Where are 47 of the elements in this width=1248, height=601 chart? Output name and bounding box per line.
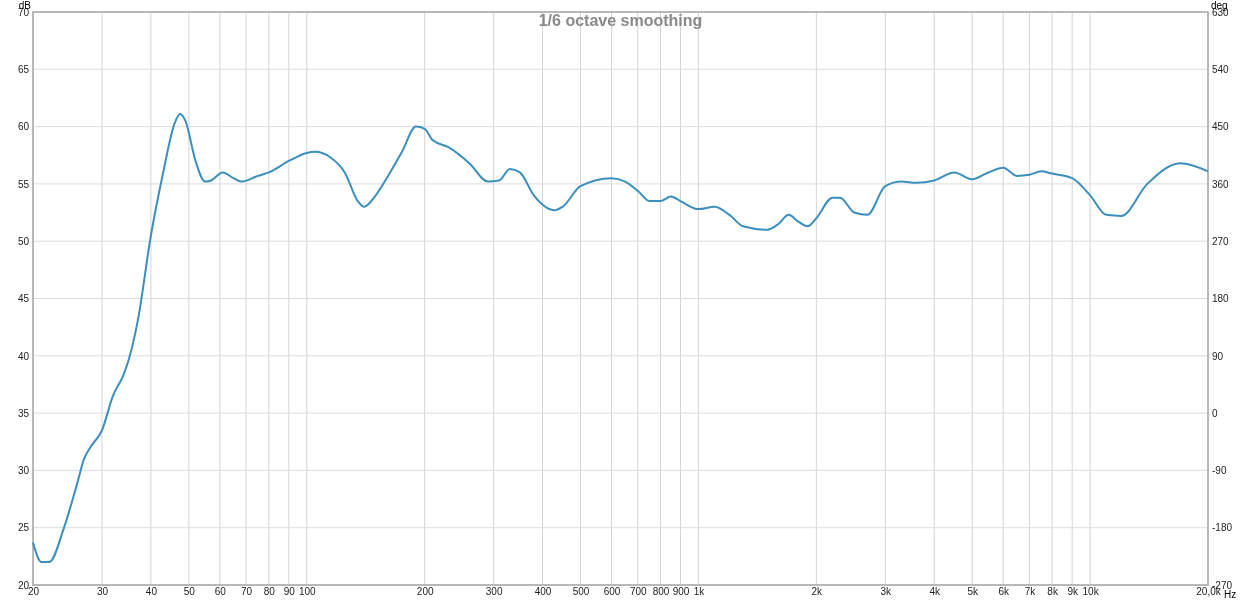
x-tick-label: 700 bbox=[629, 586, 648, 598]
x-tick-label: 400 bbox=[534, 586, 552, 598]
x-tick-label: 5k bbox=[967, 586, 979, 598]
chart-title: 1/6 octave smoothing bbox=[538, 12, 703, 29]
x-tick-label: 60 bbox=[214, 586, 227, 598]
x-tick-label: 8k bbox=[1047, 586, 1059, 598]
x-tick-label: 30 bbox=[96, 586, 109, 598]
y2-tick-label: 450 bbox=[1212, 121, 1230, 133]
y-tick-label: 60 bbox=[17, 121, 30, 133]
y2-tick-label: -180 bbox=[1212, 522, 1233, 534]
x-tick-label: 6k bbox=[998, 586, 1010, 598]
y2-tick-label: 540 bbox=[1212, 64, 1230, 75]
x-tick-label: 300 bbox=[485, 586, 503, 598]
x-tick-label: 200 bbox=[416, 586, 434, 598]
x-tick-label: 7k bbox=[1024, 586, 1037, 598]
x-tick-label: 500 bbox=[572, 586, 590, 598]
y2-tick-label: 90 bbox=[1212, 350, 1224, 362]
y2-tick-label: 180 bbox=[1212, 293, 1230, 305]
x-tick-label: 3k bbox=[880, 586, 893, 598]
y-tick-label: 25 bbox=[17, 522, 30, 534]
y-tick-label: 40 bbox=[17, 350, 30, 362]
y2-tick-label: 270 bbox=[1212, 235, 1230, 247]
y2-tick-label: -90 bbox=[1212, 465, 1227, 477]
y-tick-label: 65 bbox=[17, 64, 30, 75]
x-tick-label: 1k bbox=[693, 586, 706, 598]
y-tick-label: 50 bbox=[17, 235, 30, 247]
x-tick-label: 9k bbox=[1067, 586, 1079, 598]
y-tick-label: 35 bbox=[17, 407, 30, 419]
x-tick-label: 4k bbox=[929, 586, 942, 598]
y2-tick-label: 0 bbox=[1212, 407, 1218, 419]
x-tick-label: 80 bbox=[263, 586, 276, 598]
x-tick-label: 900 bbox=[672, 586, 690, 598]
x-tick-label: 50 bbox=[183, 586, 196, 598]
x-tick-label: 100 bbox=[298, 586, 317, 598]
x-tick-label: 10k bbox=[1082, 586, 1100, 598]
y-tick-label: 30 bbox=[17, 465, 30, 477]
y-tick-label: 55 bbox=[17, 178, 30, 190]
x-tick-label: 90 bbox=[283, 586, 296, 598]
x-axis-title: Hz bbox=[1224, 589, 1237, 600]
x-tick-label: 20,0k bbox=[1196, 586, 1222, 598]
y-tick-label: 45 bbox=[17, 293, 30, 305]
x-tick-label: 800 bbox=[652, 586, 670, 598]
y2-tick-label: 360 bbox=[1212, 178, 1230, 190]
x-tick-label: 600 bbox=[603, 586, 621, 598]
x-tick-label: 70 bbox=[241, 586, 253, 598]
x-tick-label: 2k bbox=[811, 586, 824, 598]
x-tick-label: 40 bbox=[145, 586, 158, 598]
